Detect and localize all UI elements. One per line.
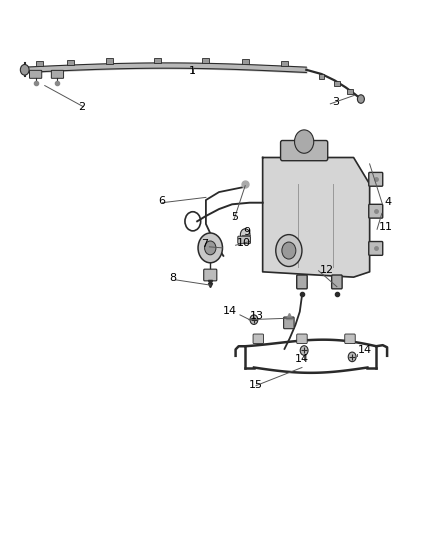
Text: 3: 3 xyxy=(332,98,339,108)
FancyBboxPatch shape xyxy=(297,334,307,344)
Circle shape xyxy=(282,242,296,259)
Polygon shape xyxy=(263,158,370,277)
Bar xyxy=(242,59,249,64)
Text: 2: 2 xyxy=(78,102,85,112)
Circle shape xyxy=(20,64,29,75)
Circle shape xyxy=(240,229,250,240)
FancyBboxPatch shape xyxy=(345,334,355,344)
FancyBboxPatch shape xyxy=(29,70,42,78)
FancyBboxPatch shape xyxy=(253,334,264,344)
Text: 7: 7 xyxy=(201,239,208,249)
FancyBboxPatch shape xyxy=(332,275,342,289)
FancyBboxPatch shape xyxy=(204,269,217,281)
Circle shape xyxy=(250,315,258,325)
Bar xyxy=(36,61,43,67)
Bar xyxy=(202,58,209,63)
Circle shape xyxy=(357,95,364,103)
Text: 4: 4 xyxy=(384,197,391,207)
Text: 15: 15 xyxy=(249,379,263,390)
Circle shape xyxy=(294,130,314,154)
Text: 14: 14 xyxy=(357,345,371,354)
FancyBboxPatch shape xyxy=(51,70,64,78)
Circle shape xyxy=(205,241,216,255)
Text: 5: 5 xyxy=(231,212,238,222)
FancyBboxPatch shape xyxy=(369,172,383,186)
Text: 10: 10 xyxy=(237,238,251,248)
Text: 9: 9 xyxy=(243,227,250,237)
Circle shape xyxy=(348,352,356,362)
Text: 8: 8 xyxy=(170,273,177,284)
Bar xyxy=(67,60,74,65)
Circle shape xyxy=(276,235,302,266)
Text: 14: 14 xyxy=(223,306,237,317)
Bar xyxy=(334,81,339,86)
FancyBboxPatch shape xyxy=(369,241,383,255)
Bar xyxy=(319,74,324,79)
Circle shape xyxy=(198,233,223,263)
FancyBboxPatch shape xyxy=(297,275,307,289)
Text: 6: 6 xyxy=(159,196,166,206)
FancyBboxPatch shape xyxy=(284,317,294,329)
FancyBboxPatch shape xyxy=(369,204,383,218)
Bar xyxy=(347,89,353,94)
Bar xyxy=(281,61,288,66)
FancyBboxPatch shape xyxy=(238,236,251,244)
Circle shape xyxy=(300,346,308,356)
Text: 12: 12 xyxy=(319,265,334,275)
FancyBboxPatch shape xyxy=(281,141,328,161)
Text: 13: 13 xyxy=(250,311,264,320)
Text: 11: 11 xyxy=(378,222,392,232)
Text: 14: 14 xyxy=(295,354,309,364)
Bar xyxy=(106,59,113,63)
Bar xyxy=(154,58,161,63)
Text: 1: 1 xyxy=(189,66,196,76)
